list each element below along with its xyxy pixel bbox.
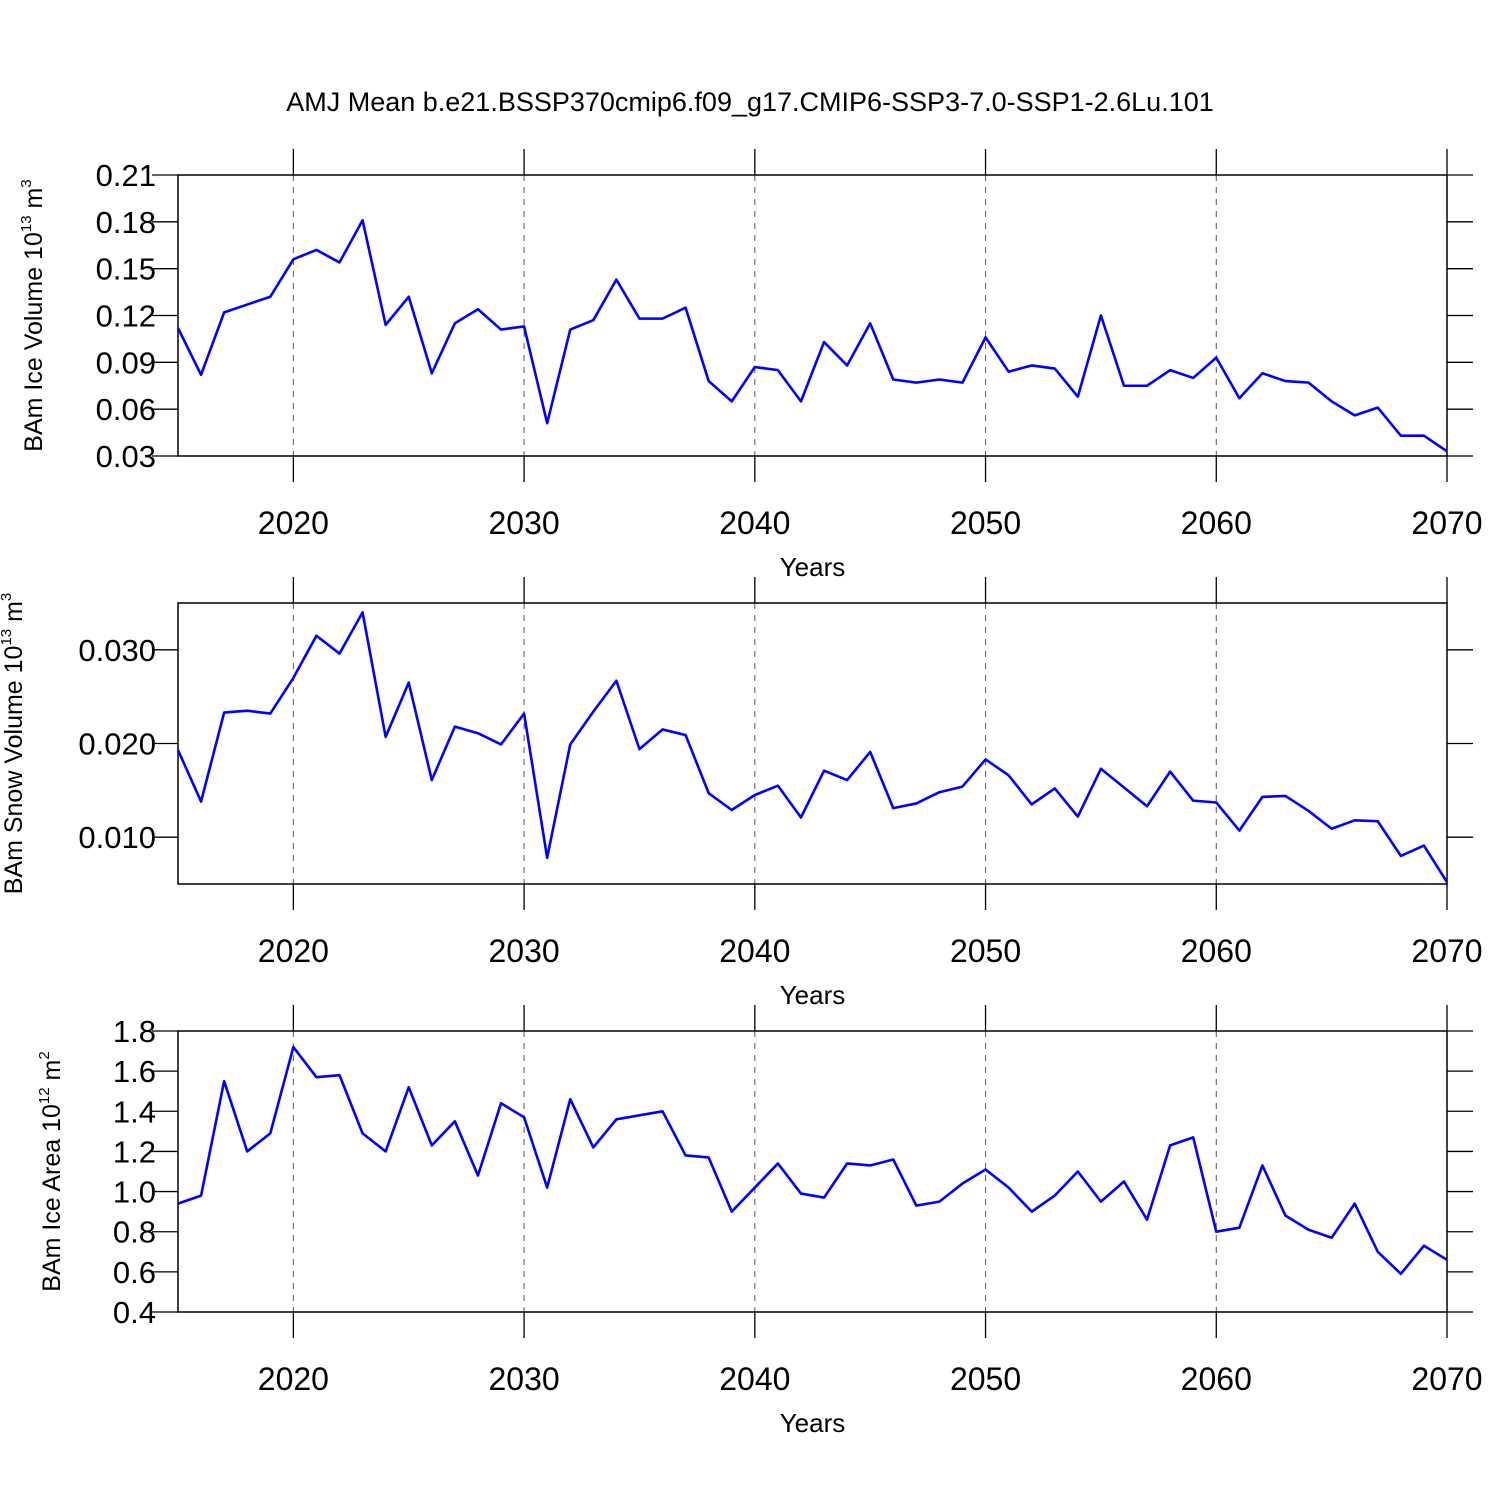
y-axis-label-exponent: 3 (18, 179, 35, 187)
y-tick-label: 1.4 (113, 1094, 156, 1129)
plot-frame (177, 1030, 1448, 1313)
data-line (176, 611, 1449, 883)
y-tick-label: 0.06 (96, 392, 156, 427)
y-axis-label-exponent: 13 (0, 629, 15, 646)
y-tick-label: 0.09 (96, 345, 156, 380)
y-tick-label: 0.15 (96, 252, 156, 287)
y-axis-label-exponent: 13 (18, 215, 35, 232)
y-axis-label-part: m (38, 1060, 66, 1088)
x-tick-label: 2020 (258, 933, 329, 969)
x-axis-label: Years (780, 552, 846, 582)
y-tick-label: 1.0 (113, 1175, 156, 1210)
y-tick-label: 1.6 (113, 1054, 156, 1089)
y-axis-label: BAm Ice Area 1012 m2 (36, 1051, 66, 1291)
y-axis-label-part: m (20, 188, 48, 216)
y-tick-label: 0.12 (96, 299, 156, 334)
x-tick-label: 2030 (488, 505, 559, 541)
x-axis-label: Years (780, 1408, 846, 1438)
chart-title: AMJ Mean b.e21.BSSP370cmip6.f09_g17.CMIP… (286, 87, 1214, 117)
x-tick-label: 2020 (258, 505, 329, 541)
x-tick-label: 2020 (258, 1361, 329, 1397)
y-tick-label: 0.010 (78, 820, 156, 855)
x-tick-label: 2070 (1411, 505, 1482, 541)
plot-frame (177, 602, 1448, 885)
x-tick-label: 2060 (1181, 505, 1252, 541)
y-axis-label-part: BAm Snow Volume 10 (0, 646, 28, 895)
y-axis-label: BAm Snow Volume 1013 m3 (0, 593, 28, 895)
y-axis-label-exponent: 12 (36, 1087, 53, 1104)
x-tick-label: 2040 (719, 1361, 790, 1397)
x-tick-label: 2060 (1181, 1361, 1252, 1397)
x-tick-label: 2040 (719, 505, 790, 541)
y-axis-label-exponent: 2 (36, 1051, 53, 1059)
y-axis-label: BAm Ice Volume 1013 m3 (18, 179, 48, 451)
x-tick-label: 2070 (1411, 1361, 1482, 1397)
y-axis-label-part: BAm Ice Area 10 (38, 1104, 66, 1292)
y-axis-label-exponent: 3 (0, 593, 15, 601)
y-tick-label: 0.030 (78, 633, 156, 668)
y-tick-label: 0.8 (113, 1215, 156, 1250)
y-tick-label: 0.4 (113, 1295, 156, 1330)
y-tick-label: 0.03 (96, 439, 156, 474)
y-tick-label: 1.2 (113, 1134, 156, 1169)
y-tick-label: 1.8 (113, 1014, 156, 1049)
x-tick-label: 2050 (950, 1361, 1021, 1397)
plot-frame (177, 174, 1448, 457)
x-tick-label: 2040 (719, 933, 790, 969)
y-tick-label: 0.18 (96, 205, 156, 240)
y-axis-label-part: m (0, 601, 28, 629)
x-tick-label: 2050 (950, 933, 1021, 969)
x-axis-label: Years (780, 980, 846, 1010)
y-tick-label: 0.21 (96, 158, 156, 193)
data-line (177, 1045, 1448, 1276)
x-tick-label: 2050 (950, 505, 1021, 541)
x-tick-label: 2060 (1181, 933, 1252, 969)
y-axis-label-part: BAm Ice Volume 10 (20, 232, 48, 452)
x-tick-label: 2030 (488, 933, 559, 969)
data-line (176, 218, 1448, 453)
y-tick-label: 0.6 (113, 1255, 156, 1290)
x-tick-label: 2030 (488, 1361, 559, 1397)
x-tick-label: 2070 (1411, 933, 1482, 969)
y-tick-label: 0.020 (78, 727, 156, 762)
